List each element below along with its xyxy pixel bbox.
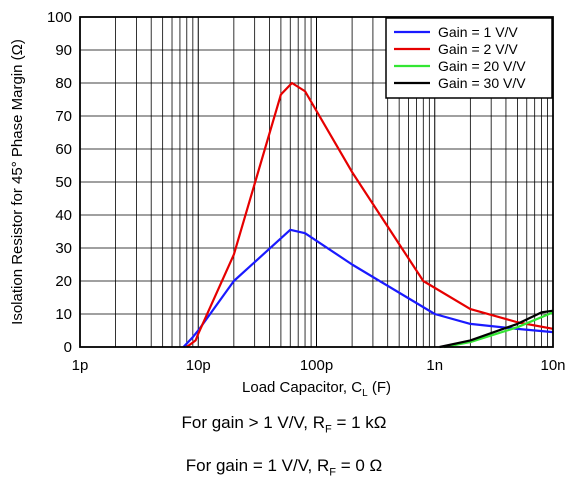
series-line-4 — [439, 309, 554, 349]
series-line-3 — [443, 311, 554, 349]
note-1-subscript: F — [324, 423, 332, 436]
note-1-text: For gain > 1 V/V, R — [181, 413, 325, 432]
x-tick-label: 100p — [300, 357, 333, 374]
x-tick-label: 1n — [426, 357, 443, 374]
note-gain-above-1: For gain > 1 V/V, RF = 1 kΩ — [0, 413, 568, 435]
y-tick-label: 20 — [55, 273, 72, 290]
y-tick-label: 60 — [55, 141, 72, 158]
series-group — [182, 81, 554, 349]
x-axis-label: Load Capacitor, CL (F) — [242, 379, 391, 399]
y-axis-label: Isolation Resistor for 45° Phase Margin … — [9, 39, 26, 325]
x-tick-label: 1p — [72, 357, 89, 374]
y-tick-label: 70 — [55, 108, 72, 125]
legend-label: Gain = 2 V/V — [438, 41, 518, 57]
y-tick-label: 50 — [55, 174, 72, 191]
chart: 1p 10p 100p 1n 10n 0 10 20 30 40 50 60 70 80 90 100 Loa… — [9, 9, 566, 399]
x-tick-label: 10n — [540, 357, 565, 374]
y-tick-label: 90 — [55, 42, 72, 59]
legend-label: Gain = 20 V/V — [438, 58, 526, 74]
x-axis-label-unit: (F) — [368, 379, 391, 396]
x-axis-label-main: Load Capacitor, C — [242, 379, 362, 396]
y-tick-label: 80 — [55, 75, 72, 92]
y-tick-label: 0 — [64, 339, 72, 356]
note-2-value: = 0 Ω — [335, 456, 383, 475]
y-tick-label: 10 — [55, 306, 72, 323]
axis-labels: Load Capacitor, CL (F) Isolation Resisto… — [9, 39, 391, 399]
legend-label: Gain = 1 V/V — [438, 24, 518, 40]
note-gain-1: For gain = 1 V/V, RF = 0 Ω — [0, 456, 568, 478]
note-2-text: For gain = 1 V/V, R — [185, 456, 330, 475]
y-tick-label: 30 — [55, 240, 72, 257]
series-line-1 — [182, 228, 554, 348]
series-line-2 — [186, 81, 554, 348]
plot-frame — [79, 16, 554, 348]
x-tick-label: 10p — [186, 357, 211, 374]
note-2-subscript: F — [329, 466, 336, 479]
x-axis-label-sub: L — [362, 388, 368, 399]
tick-labels: 1p 10p 100p 1n 10n 0 10 20 30 40 50 60 70 80 90 100 — [47, 9, 566, 374]
y-tick-label: 100 — [47, 9, 72, 26]
note-1-value: = 1 kΩ — [331, 413, 387, 432]
y-tick-label: 40 — [55, 207, 72, 224]
legend-label: Gain = 30 V/V — [438, 75, 526, 91]
